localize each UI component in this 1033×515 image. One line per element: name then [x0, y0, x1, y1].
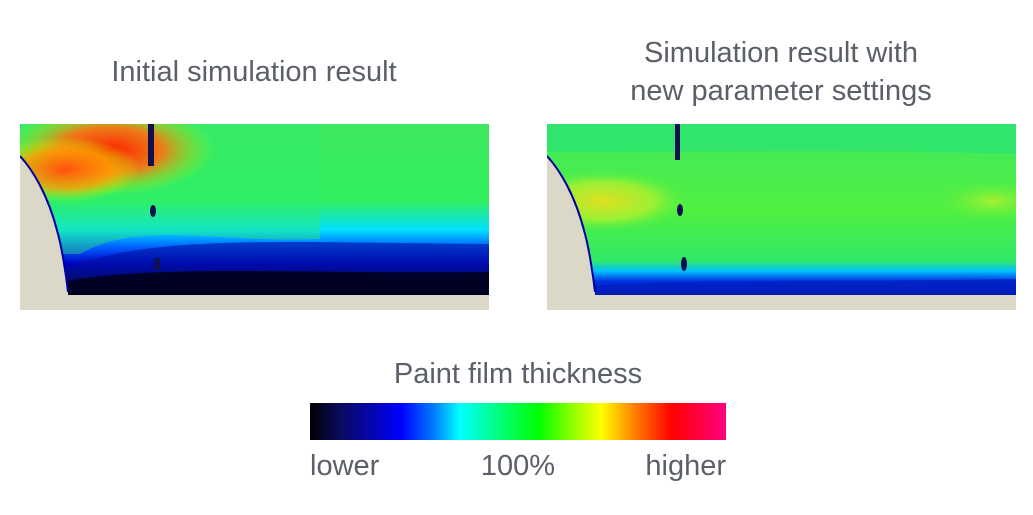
legend-100-percent-label: 100% [480, 450, 556, 482]
initial-simulation-heatmap [20, 124, 489, 310]
new-heatmap-fill [547, 124, 1016, 295]
new-settings-simulation-heatmap [547, 124, 1016, 310]
initial-heatmap-fill [20, 124, 489, 295]
initial-result-title: Initial simulation result [111, 56, 397, 88]
legend-lower-label: lower [310, 450, 380, 482]
new-settings-result-title: Simulation result with new parameter set… [630, 37, 932, 107]
legend-title: Paint film thickness [393, 358, 643, 390]
legend-higher-label: higher [645, 450, 726, 482]
thickness-colorbar [310, 403, 726, 440]
